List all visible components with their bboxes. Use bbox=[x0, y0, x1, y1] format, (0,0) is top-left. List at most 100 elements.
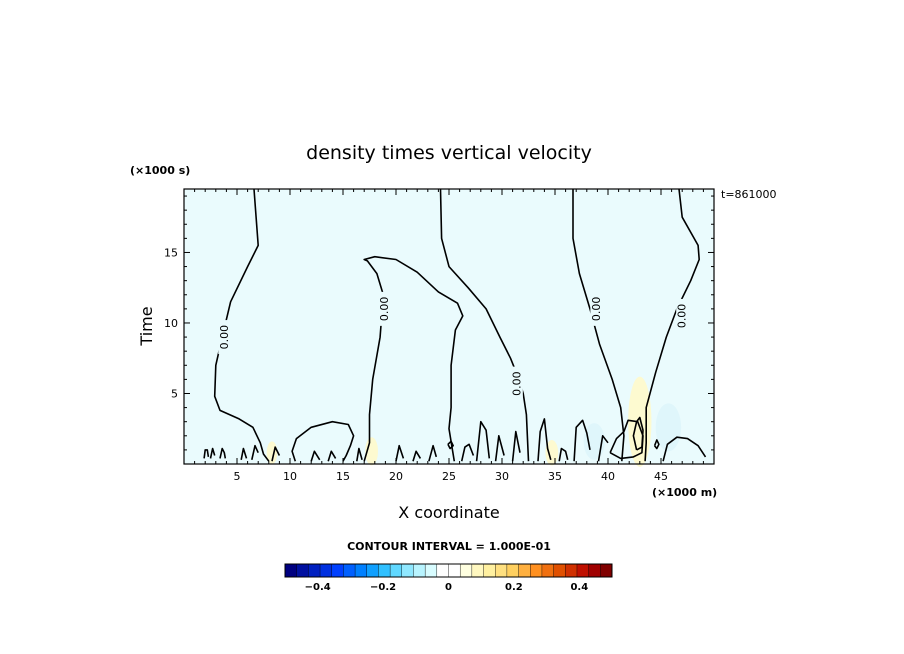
contour-line-25 bbox=[558, 447, 569, 462]
colorbar-tick-label-4: 0.4 bbox=[570, 582, 588, 593]
contour-line-18 bbox=[412, 450, 422, 462]
contour-label-4: 0.00 bbox=[676, 304, 689, 329]
contour-label-bg-2 bbox=[510, 366, 523, 401]
colorbar-cell-15 bbox=[459, 563, 473, 578]
contour-label-bg-3 bbox=[590, 291, 603, 326]
colorbar-cell-5 bbox=[343, 563, 356, 578]
contour-line-20 bbox=[460, 443, 475, 462]
y-units-label: (×1000 s) bbox=[130, 164, 190, 177]
x-tick-label-1: 10 bbox=[283, 470, 297, 483]
axes: 5 10 15 20 25 30 35 40 45 5 10 15 bbox=[164, 189, 714, 483]
colorbar-cell-19 bbox=[506, 563, 520, 578]
x-tick-label-4: 25 bbox=[442, 470, 456, 483]
colorbar-cell-17 bbox=[483, 563, 496, 578]
contour-label-bg-4 bbox=[676, 298, 689, 333]
colorbar-cell-26 bbox=[588, 563, 601, 578]
colorbar-cell-13 bbox=[436, 563, 450, 578]
contour-label-bg-1 bbox=[378, 291, 391, 326]
contour-line-3 bbox=[572, 189, 625, 462]
x-tick-label-0: 5 bbox=[234, 470, 241, 483]
colorbar-cell-8 bbox=[378, 563, 391, 578]
contour-label-bg-0 bbox=[218, 320, 231, 355]
contour-line-11 bbox=[240, 447, 248, 460]
x-tick-label-7: 40 bbox=[601, 470, 615, 483]
time-stamp-label: t=861000 bbox=[721, 188, 777, 201]
contour-line-5 bbox=[291, 420, 355, 462]
contour-line-17 bbox=[395, 444, 405, 462]
colorbar-cell-3 bbox=[319, 563, 333, 578]
colorbar-cell-18 bbox=[495, 563, 508, 578]
contour-line-19 bbox=[428, 444, 438, 462]
y-axis-label: Time bbox=[137, 306, 156, 346]
contour-line-2 bbox=[439, 188, 530, 462]
contour-label-0: 0.00 bbox=[218, 325, 231, 350]
contour-interval-text: CONTOUR INTERVAL = 1.000E-01 bbox=[347, 540, 551, 553]
colorbar-cell-0 bbox=[284, 563, 298, 578]
colorbar-cell-21 bbox=[530, 563, 543, 578]
contour-line-28 bbox=[653, 439, 660, 450]
chart-title: density times vertical velocity bbox=[306, 142, 592, 164]
colorbar-frame bbox=[284, 563, 613, 578]
colorbar: −0.4 −0.2 0 0.2 0.4 bbox=[284, 563, 613, 593]
y-tick-label-0: 5 bbox=[171, 387, 178, 400]
colorbar-cell-2 bbox=[308, 563, 321, 578]
colorbar-cell-6 bbox=[354, 563, 368, 578]
colorbar-cell-20 bbox=[518, 563, 531, 578]
colorbar-cell-16 bbox=[471, 563, 485, 578]
colorbar-tick-label-1: −0.2 bbox=[370, 582, 396, 593]
contour-line-27 bbox=[597, 435, 609, 462]
contour-label-2: 0.00 bbox=[510, 371, 523, 396]
contour-line-8 bbox=[203, 449, 210, 459]
colorbar-cell-11 bbox=[413, 563, 426, 578]
contour-line-23 bbox=[511, 430, 521, 462]
contour-line-16 bbox=[356, 447, 363, 462]
contour-label-1: 0.00 bbox=[378, 297, 391, 322]
contour-line-30 bbox=[447, 440, 454, 450]
colorbar-cell-12 bbox=[424, 563, 438, 578]
colorbar-cell-7 bbox=[366, 563, 379, 578]
colorbar-tick-label-2: 0 bbox=[445, 582, 452, 593]
background-field bbox=[184, 189, 714, 464]
colorbar-cell-24 bbox=[565, 563, 578, 578]
x-units-label: (×1000 m) bbox=[652, 486, 717, 499]
contour-line-10 bbox=[219, 447, 227, 459]
contour-line-22 bbox=[494, 435, 505, 462]
colorbar-cell-22 bbox=[541, 563, 555, 578]
x-tick-label-2: 15 bbox=[336, 470, 350, 483]
colorbar-cell-9 bbox=[389, 563, 403, 578]
colorbar-tick-label-3: 0.2 bbox=[505, 582, 523, 593]
colorbar-cell-27 bbox=[600, 563, 613, 578]
contour-line-29 bbox=[662, 436, 707, 462]
contour-line-12 bbox=[251, 444, 259, 460]
x-tick-label-6: 35 bbox=[548, 470, 562, 483]
zero-contours bbox=[203, 188, 707, 462]
x-tick-label-3: 20 bbox=[389, 470, 403, 483]
colorbar-cell-25 bbox=[576, 563, 590, 578]
contour-line-24 bbox=[537, 418, 552, 462]
shaded-fields bbox=[184, 189, 714, 467]
colorbar-cell-23 bbox=[553, 563, 566, 578]
contour-line-26 bbox=[573, 419, 591, 462]
contour-line-9 bbox=[209, 447, 216, 459]
colorbar-tick-label-0: −0.4 bbox=[305, 582, 331, 593]
colorbar-cell-4 bbox=[331, 563, 344, 578]
colorbar-cell-10 bbox=[401, 563, 414, 578]
contour-line-14 bbox=[310, 450, 321, 462]
x-tick-label-5: 30 bbox=[495, 470, 509, 483]
x-tick-label-8: 45 bbox=[654, 470, 668, 483]
contour-labels: 0.00 0.00 0.00 0.00 0.00 bbox=[218, 291, 689, 401]
colorbar-cell-1 bbox=[296, 563, 309, 578]
contour-line-1 bbox=[363, 255, 464, 462]
contour-line-15 bbox=[327, 450, 337, 462]
contour-line-7 bbox=[632, 416, 644, 451]
contour-line-13 bbox=[271, 446, 281, 462]
y-tick-label-1: 10 bbox=[164, 317, 178, 330]
colorbar-cell-14 bbox=[448, 563, 461, 578]
contour-line-6 bbox=[609, 419, 644, 460]
y-tick-label-2: 15 bbox=[164, 246, 178, 259]
x-axis-label: X coordinate bbox=[398, 503, 499, 522]
contour-line-0 bbox=[213, 188, 270, 462]
contour-line-21 bbox=[475, 420, 491, 462]
